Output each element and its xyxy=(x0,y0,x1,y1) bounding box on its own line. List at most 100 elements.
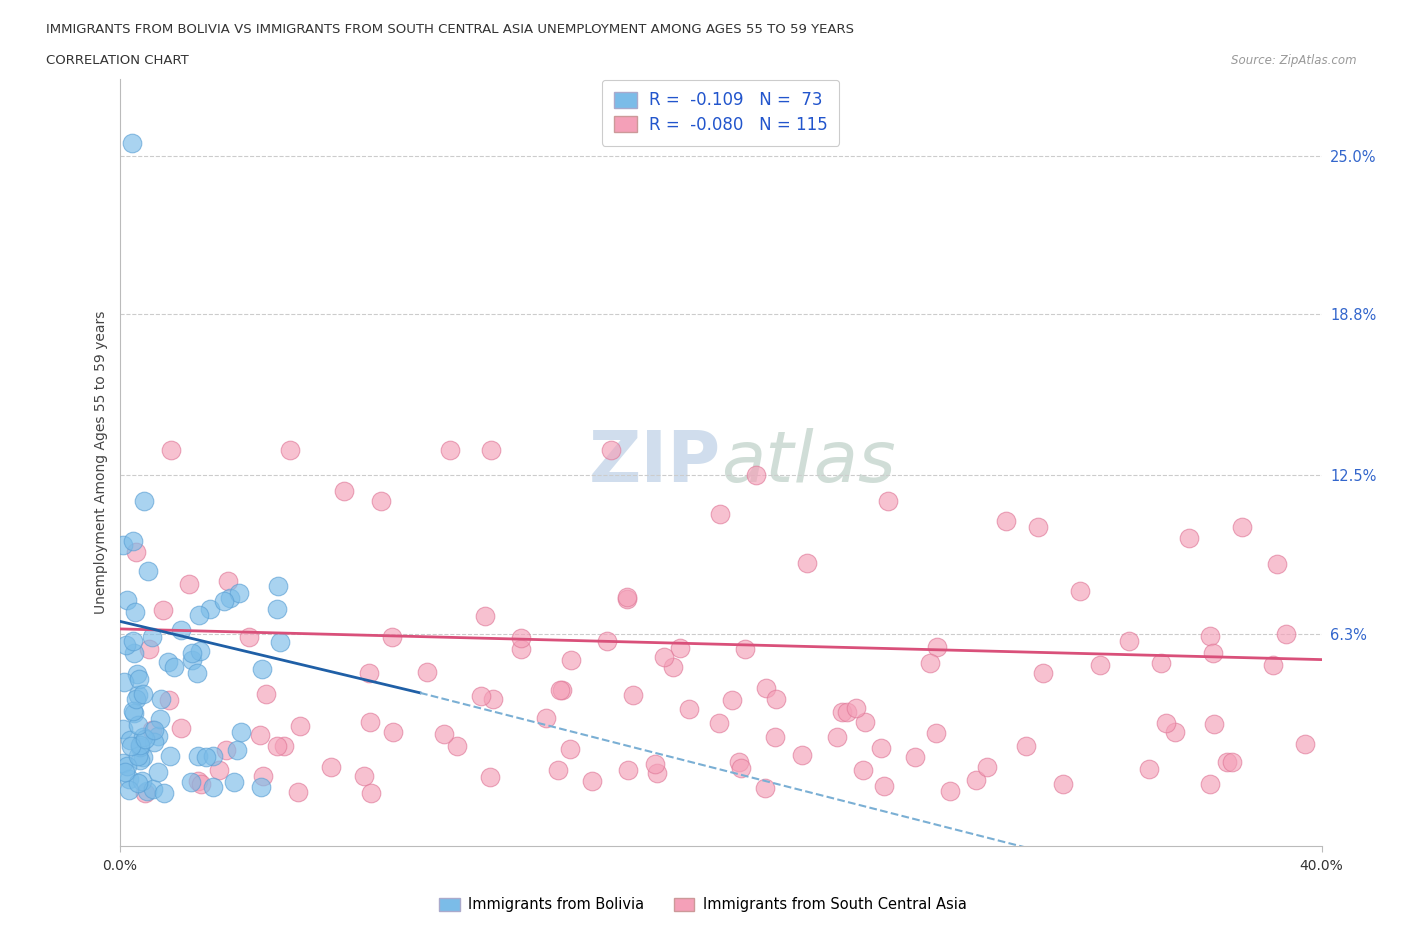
Point xyxy=(138,641,160,656)
Point xyxy=(131,686,153,701)
Point xyxy=(599,443,621,458)
Point xyxy=(157,693,180,708)
Point xyxy=(662,659,685,674)
Point xyxy=(1274,627,1296,642)
Point xyxy=(550,683,572,698)
Point xyxy=(1261,658,1284,672)
Point xyxy=(1118,633,1140,648)
Point xyxy=(112,674,135,689)
Point xyxy=(965,773,987,788)
Text: IMMIGRANTS FROM BOLIVIA VS IMMIGRANTS FROM SOUTH CENTRAL ASIA UNEMPLOYMENT AMONG: IMMIGRANTS FROM BOLIVIA VS IMMIGRANTS FR… xyxy=(46,23,855,36)
Point xyxy=(1137,762,1160,777)
Point xyxy=(152,603,174,618)
Point xyxy=(1015,739,1038,754)
Point xyxy=(115,592,138,607)
Point xyxy=(1294,737,1316,751)
Point xyxy=(853,715,876,730)
Point xyxy=(616,590,638,604)
Point xyxy=(228,586,250,601)
Point xyxy=(138,564,160,578)
Point xyxy=(728,754,751,769)
Point xyxy=(115,638,138,653)
Point xyxy=(668,641,690,656)
Point xyxy=(439,443,461,458)
Point xyxy=(111,722,134,737)
Point xyxy=(179,577,201,591)
Point xyxy=(121,704,143,719)
Point xyxy=(226,742,249,757)
Point xyxy=(194,750,217,764)
Point xyxy=(709,716,731,731)
Point xyxy=(152,785,174,800)
Point xyxy=(124,604,146,619)
Point xyxy=(616,591,638,606)
Point xyxy=(763,729,786,744)
Point xyxy=(416,664,439,679)
Point xyxy=(269,634,291,649)
Point xyxy=(127,748,149,763)
Y-axis label: Unemployment Among Ages 55 to 59 years: Unemployment Among Ages 55 to 59 years xyxy=(94,311,108,615)
Point xyxy=(142,781,165,796)
Point xyxy=(266,602,288,617)
Point xyxy=(249,727,271,742)
Point xyxy=(157,654,180,669)
Point xyxy=(790,748,813,763)
Point xyxy=(353,768,375,783)
Point xyxy=(127,776,149,790)
Text: Source: ZipAtlas.com: Source: ZipAtlas.com xyxy=(1232,54,1357,67)
Point xyxy=(290,719,312,734)
Point xyxy=(939,784,962,799)
Point xyxy=(121,136,143,151)
Point xyxy=(1032,666,1054,681)
Point xyxy=(124,691,146,706)
Point xyxy=(114,765,136,780)
Point xyxy=(122,633,145,648)
Point xyxy=(122,706,145,721)
Point xyxy=(218,591,240,605)
Point xyxy=(831,705,853,720)
Point xyxy=(217,574,239,589)
Point xyxy=(180,775,202,790)
Legend: Immigrants from Bolivia, Immigrants from South Central Asia: Immigrants from Bolivia, Immigrants from… xyxy=(433,891,973,918)
Point xyxy=(560,652,582,667)
Point xyxy=(118,733,141,748)
Point xyxy=(721,693,744,708)
Legend: R =  -0.109   N =  73, R =  -0.080   N = 115: R = -0.109 N = 73, R = -0.080 N = 115 xyxy=(602,80,839,146)
Point xyxy=(359,666,381,681)
Point xyxy=(131,774,153,789)
Point xyxy=(470,688,492,703)
Point xyxy=(231,724,253,739)
Point xyxy=(852,763,875,777)
Point xyxy=(510,641,533,656)
Text: ZIP: ZIP xyxy=(588,428,720,498)
Point xyxy=(187,749,209,764)
Point xyxy=(730,761,752,776)
Point xyxy=(1230,519,1253,534)
Point xyxy=(1202,717,1225,732)
Point xyxy=(474,608,496,623)
Point xyxy=(510,631,533,645)
Point xyxy=(360,785,382,800)
Point xyxy=(149,711,172,726)
Point xyxy=(212,593,235,608)
Point xyxy=(925,639,948,654)
Point xyxy=(118,783,141,798)
Point xyxy=(1052,777,1074,791)
Point xyxy=(1164,724,1187,739)
Point xyxy=(254,686,277,701)
Point xyxy=(319,760,342,775)
Point xyxy=(273,738,295,753)
Point xyxy=(621,688,644,703)
Point xyxy=(125,544,148,559)
Point xyxy=(381,630,404,644)
Point xyxy=(1199,629,1222,644)
Point xyxy=(190,777,212,791)
Point xyxy=(550,683,572,698)
Point xyxy=(1088,658,1111,672)
Text: atlas: atlas xyxy=(720,428,896,498)
Point xyxy=(825,730,848,745)
Point xyxy=(132,750,155,764)
Point xyxy=(146,764,169,779)
Point xyxy=(1201,645,1223,660)
Point xyxy=(869,740,891,755)
